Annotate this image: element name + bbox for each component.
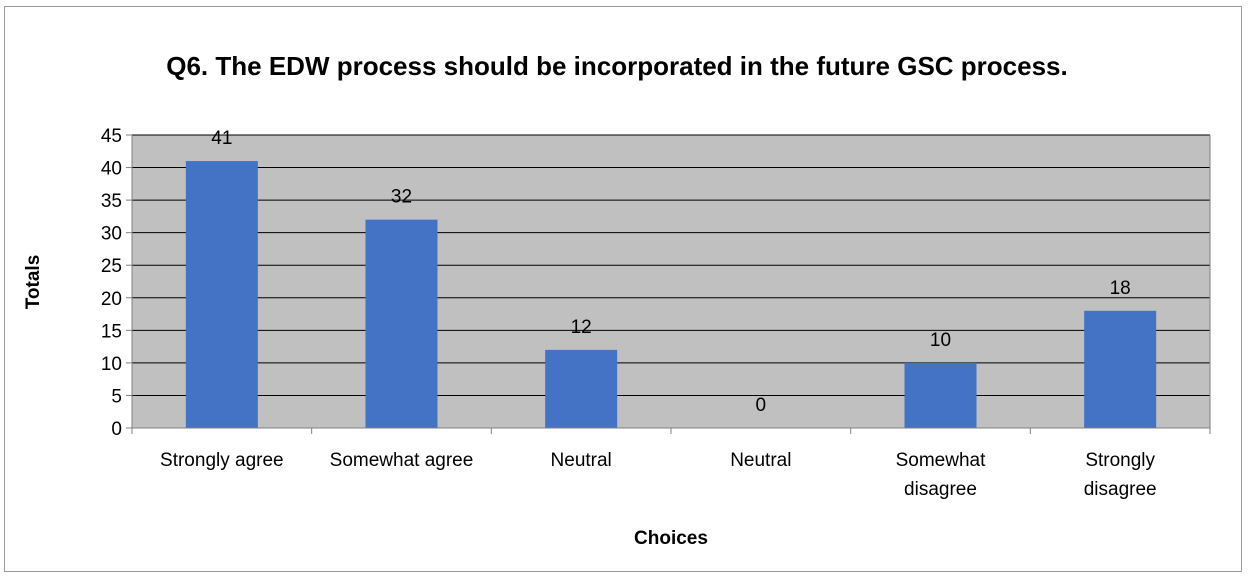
data-label-5: 10 — [930, 330, 951, 351]
bar-5 — [904, 362, 977, 428]
y-tick-label-10: 10 — [101, 354, 122, 375]
y-tick-label-30: 30 — [101, 224, 122, 245]
y-tick-label-0: 0 — [111, 419, 122, 440]
chart-title: Q6. The EDW process should be incorporat… — [166, 51, 1067, 81]
x-category-label-2: Somewhat agree — [330, 450, 474, 471]
y-tick-label-20: 20 — [101, 289, 122, 310]
y-tick-label-35: 35 — [101, 191, 122, 212]
x-category-label-5: Somewhat disagree — [896, 450, 986, 500]
x-category-label-6: Strongly disagree — [1084, 450, 1157, 500]
y-tick-label-5: 5 — [111, 386, 122, 407]
x-category-label-3: Neutral — [551, 450, 612, 471]
x-category-label-4: Neutral — [730, 450, 791, 471]
data-label-1: 41 — [211, 128, 232, 149]
data-label-3: 12 — [571, 317, 592, 338]
data-labels: 41 32 12 0 10 18 — [211, 128, 1130, 416]
bars — [185, 161, 1157, 429]
y-tick-label-40: 40 — [101, 159, 122, 180]
bar-1 — [185, 161, 258, 429]
x-axis-title: Choices — [634, 528, 708, 549]
y-axis-title: Totals — [23, 255, 44, 310]
y-tick-label-15: 15 — [101, 321, 122, 342]
data-label-6: 18 — [1110, 278, 1131, 299]
y-tick-label-25: 25 — [101, 256, 122, 277]
plot-area — [132, 135, 1210, 428]
bar-2 — [365, 219, 438, 428]
gridlines — [132, 134, 1210, 396]
bar-3 — [545, 349, 618, 428]
y-tick-labels: 0 5 10 15 20 25 30 35 40 45 — [101, 126, 122, 440]
x-category-labels: Strongly agree Somewhat agree Neutral Neutr… — [160, 450, 1157, 500]
x-category-label-1: Strongly agree — [160, 450, 284, 471]
axes — [126, 134, 1211, 434]
data-label-2: 32 — [391, 187, 412, 208]
y-tick-label-45: 45 — [101, 126, 122, 147]
data-label-4: 0 — [756, 395, 767, 416]
bar-6 — [1084, 310, 1157, 428]
